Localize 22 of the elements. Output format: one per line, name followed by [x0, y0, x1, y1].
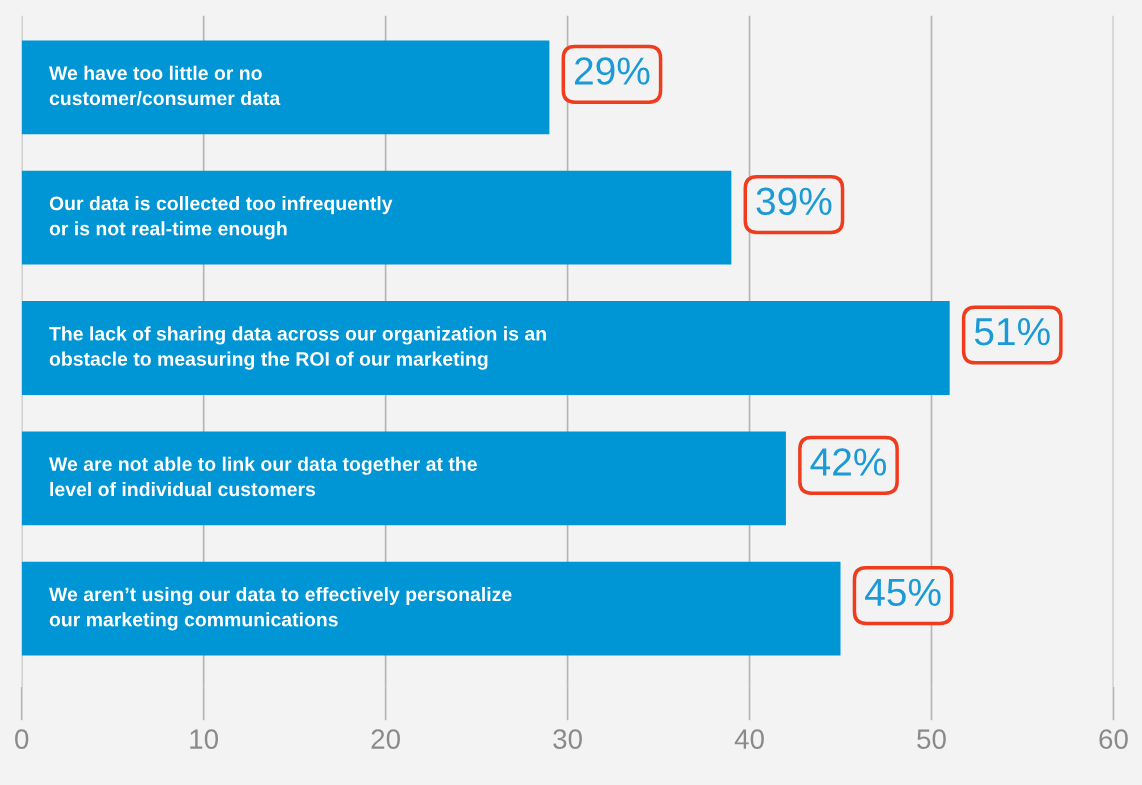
- x-tick-label: 20: [371, 729, 400, 749]
- data-label: 51%: [974, 318, 1050, 346]
- x-tick-label: 60: [1099, 729, 1128, 749]
- y-tick-label: The lack of sharing data across our organization is an obstacle to measuring the ROI of our marketing: [49, 326, 546, 370]
- y-tick-label: We are not able to link our data together at the level of individual customers: [49, 456, 477, 497]
- y-tick-label: We have too little or no customer/consumer data: [49, 65, 281, 106]
- x-tick-label: 10: [190, 729, 219, 749]
- x-tick-label: 0: [15, 729, 29, 749]
- data-label: 45%: [865, 578, 941, 607]
- bar: [21, 301, 950, 395]
- data-label: 39%: [756, 187, 832, 216]
- data-label: 42%: [810, 448, 887, 476]
- data-label: 29%: [574, 57, 650, 85]
- x-tick-label: 50: [917, 729, 946, 749]
- bar: [21, 431, 786, 526]
- y-tick-label: We aren’t using our data to effectively personalize our marketing communications: [49, 586, 512, 631]
- bar: [21, 561, 841, 656]
- x-tick-label: 30: [553, 729, 582, 749]
- bar: [21, 170, 732, 265]
- y-tick-label: Our data is collected too infrequently or is not real-time enough: [49, 196, 393, 240]
- x-tick-label: 40: [734, 729, 764, 749]
- bar: [21, 40, 550, 135]
